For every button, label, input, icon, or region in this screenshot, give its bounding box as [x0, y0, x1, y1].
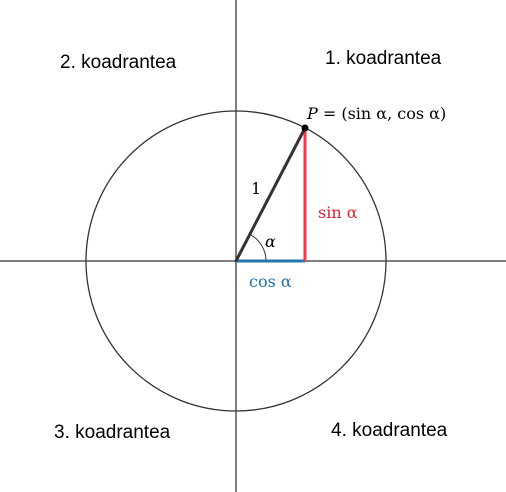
quadrant-3-label: 3. koadrantea [54, 422, 171, 443]
angle-label: α [265, 232, 276, 251]
quadrant-1-label: 1. koadrantea [325, 48, 442, 69]
point-p [301, 124, 309, 132]
angle-arc [249, 233, 267, 262]
unit-circle [85, 110, 387, 412]
radius-line [234, 127, 307, 262]
point-coordinates: = (sin α, cos α) [318, 104, 446, 123]
quadrant-2-label: 2. koadrantea [60, 52, 177, 73]
point-variable: P [306, 104, 318, 123]
radius-label: 1 [251, 179, 261, 198]
quadrant-4-label: 4. koadrantea [331, 420, 448, 441]
point-label: P = (sin α, cos α) [306, 104, 446, 123]
cos-label: cos α [249, 272, 292, 291]
sin-label: sin α [318, 203, 358, 222]
